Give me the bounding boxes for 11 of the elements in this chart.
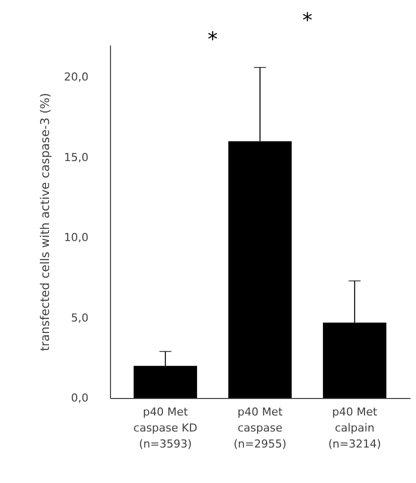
annotation: * [208,27,218,51]
y-tick-label: 20,0 [64,70,88,84]
y-tick-label: 0,0 [71,392,88,404]
y-tick-label: 10,0 [64,231,88,244]
text: * [302,8,312,32]
y-axis-title: transfected cells with active caspase-3 (%) [38,92,52,352]
x-tick-label: p40 Met caspase KD (n=3593) [133,406,198,450]
x-tick-label: p40 Met calpain (n=3214) [328,406,382,450]
y-tick-label: 5,0 [71,311,88,324]
x-tick-label: p40 Met caspase (n=2955) [234,406,286,450]
y-tick-label: 15,0 [64,150,88,164]
